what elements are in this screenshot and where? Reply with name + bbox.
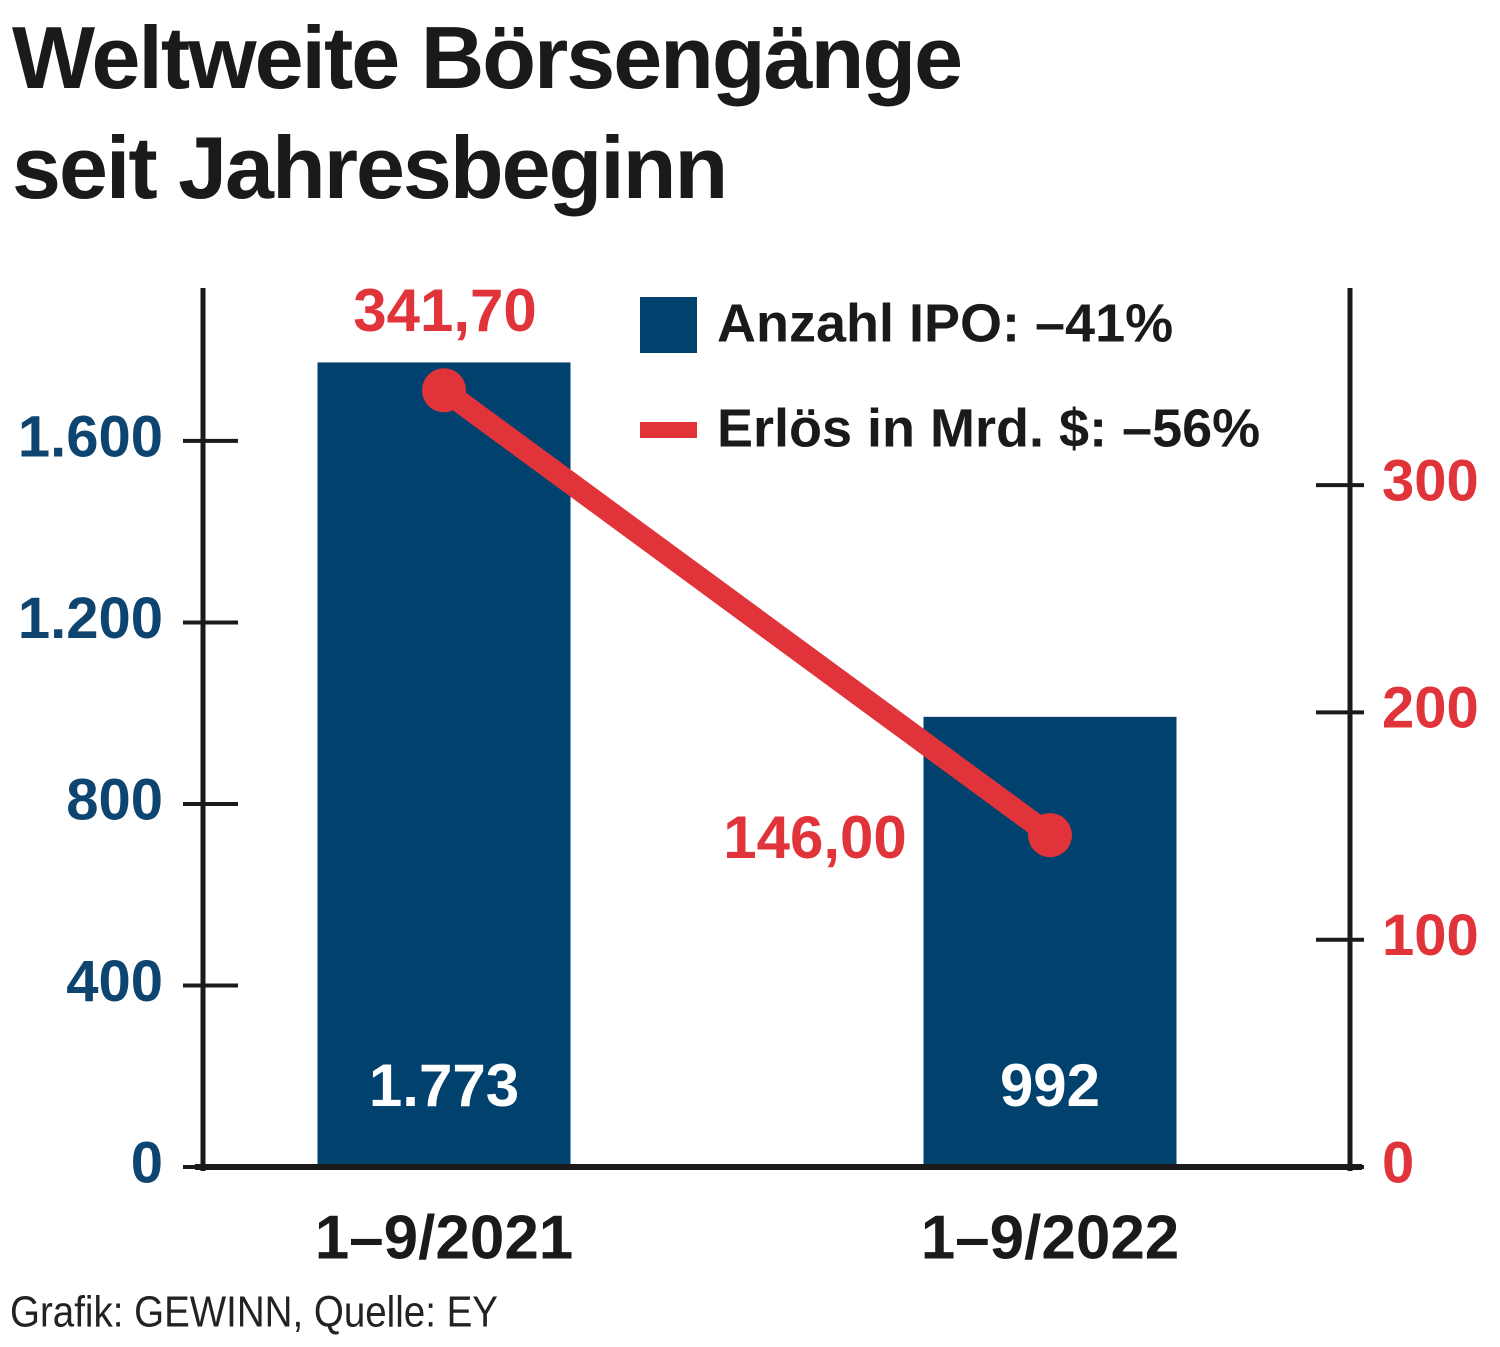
y2-tick-label: 200 [1382,676,1479,741]
x-tick-label: 1–9/2022 [921,1203,1180,1272]
chart-title: Weltweite Börsengänge [12,8,961,107]
y2-tick-label: 300 [1382,448,1479,513]
source: Grafik: GEWINN, Quelle: EY [10,1288,498,1337]
bar-value-label: 1.773 [369,1052,519,1119]
line-marker [1028,813,1072,858]
y-tick-label: 1.200 [18,586,163,651]
x-tick-label: 1–9/2021 [315,1203,574,1272]
chart-title: seit Jahresbeginn [12,118,726,217]
bar [923,716,1177,1167]
bar-value-label: 992 [1000,1052,1100,1119]
line [437,381,1057,844]
legend-label: Anzahl IPO: –41% [717,293,1173,353]
line-value-label: 341,70 [353,277,537,344]
y-tick-label: 1.600 [18,404,163,469]
y-tick-label: 400 [66,949,163,1014]
y2-tick-label: 100 [1382,903,1479,968]
legend-label: Erlös in Mrd. $: –56% [717,398,1260,458]
y2-tick-label: 0 [1382,1130,1414,1195]
y-tick-label: 0 [131,1130,163,1195]
line-marker [422,368,466,413]
legend-swatch [640,297,697,353]
y-tick-label: 800 [66,767,163,832]
bar [317,362,571,1167]
line-value-label: 146,00 [723,804,907,871]
